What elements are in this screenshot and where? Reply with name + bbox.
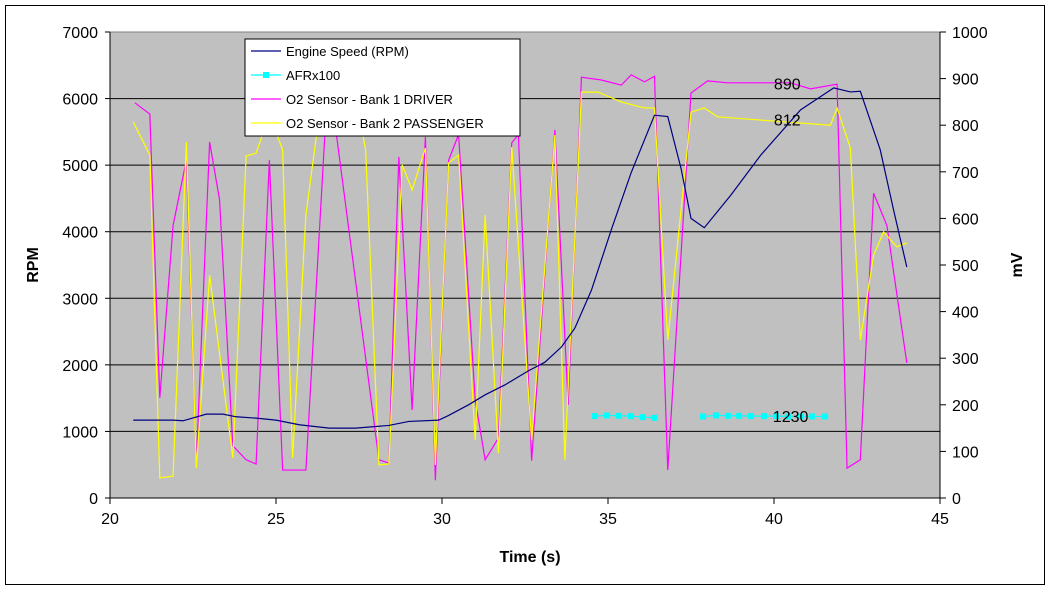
- y2-axis-label: mV: [1009, 252, 1026, 277]
- data-point-afrx100: [591, 413, 598, 420]
- legend-label: O2 Sensor - Bank 1 DRIVER: [286, 92, 453, 107]
- y-tick-label: 3000: [62, 291, 98, 308]
- y2-tick-label: 100: [952, 444, 979, 461]
- data-point-afrx100: [784, 413, 791, 420]
- y2-tick-label: 1000: [952, 25, 988, 42]
- x-axis-label: Time (s): [499, 549, 560, 566]
- series-line-o2-sensor-bank-2-passenger: [132, 91, 908, 479]
- series-line-engine-speed-rpm: [133, 87, 908, 429]
- x-tick-label: 45: [931, 511, 949, 528]
- chart-border: [5, 5, 1045, 585]
- x-tick-label: 40: [765, 511, 783, 528]
- data-point-afrx100: [724, 412, 731, 419]
- data-point-afrx100: [651, 414, 658, 421]
- data-annotation: 1230: [773, 409, 809, 426]
- y-tick-label: 7000: [62, 25, 98, 42]
- y2-tick-label: 300: [952, 351, 979, 368]
- data-point-afrx100: [761, 413, 768, 420]
- data-point-afrx100: [797, 413, 804, 420]
- series-line-o2-sensor-bank-1-driver: [134, 74, 908, 481]
- legend: Engine Speed (RPM) AFRx100 O2 Sensor - Ban…: [244, 38, 521, 137]
- y2-tick-label: 800: [952, 118, 979, 135]
- data-point-afrx100: [772, 413, 779, 420]
- legend-box: [244, 38, 521, 137]
- data-point-afrx100: [615, 412, 622, 419]
- legend-label: AFRx100: [286, 68, 340, 83]
- y-tick-label: 2000: [62, 358, 98, 375]
- y-axis-label: RPM: [25, 247, 42, 283]
- y2-tick-label: 700: [952, 165, 979, 182]
- y-tick-label: 5000: [62, 158, 98, 175]
- x-tick-label: 20: [101, 511, 119, 528]
- data-annotation: 812: [774, 113, 801, 130]
- data-point-afrx100: [822, 413, 829, 420]
- x-tick-label: 25: [267, 511, 285, 528]
- x-tick-label: 35: [599, 511, 617, 528]
- legend-marker: [263, 72, 269, 78]
- data-annotation: 890: [774, 76, 801, 93]
- y2-tick-label: 400: [952, 305, 979, 322]
- legend-label: Engine Speed (RPM): [286, 44, 409, 59]
- y-tick-label: 4000: [62, 225, 98, 242]
- y2-tick-label: 0: [952, 491, 961, 508]
- y2-tick-label: 600: [952, 211, 979, 228]
- data-point-afrx100: [603, 412, 610, 419]
- y-tick-label: 1000: [62, 424, 98, 441]
- data-point-afrx100: [699, 413, 706, 420]
- y2-tick-label: 900: [952, 72, 979, 89]
- y2-tick-label: 200: [952, 398, 979, 415]
- x-tick-label: 30: [433, 511, 451, 528]
- data-point-afrx100: [712, 412, 719, 419]
- data-point-afrx100: [639, 414, 646, 421]
- y-tick-label: 6000: [62, 92, 98, 109]
- legend-label: O2 Sensor - Bank 2 PASSENGER: [286, 116, 484, 131]
- y-tick-label: 0: [89, 491, 98, 508]
- data-point-afrx100: [808, 413, 815, 420]
- data-point-afrx100: [736, 412, 743, 419]
- y2-tick-label: 500: [952, 258, 979, 275]
- data-point-afrx100: [627, 413, 634, 420]
- data-point-afrx100: [747, 413, 754, 420]
